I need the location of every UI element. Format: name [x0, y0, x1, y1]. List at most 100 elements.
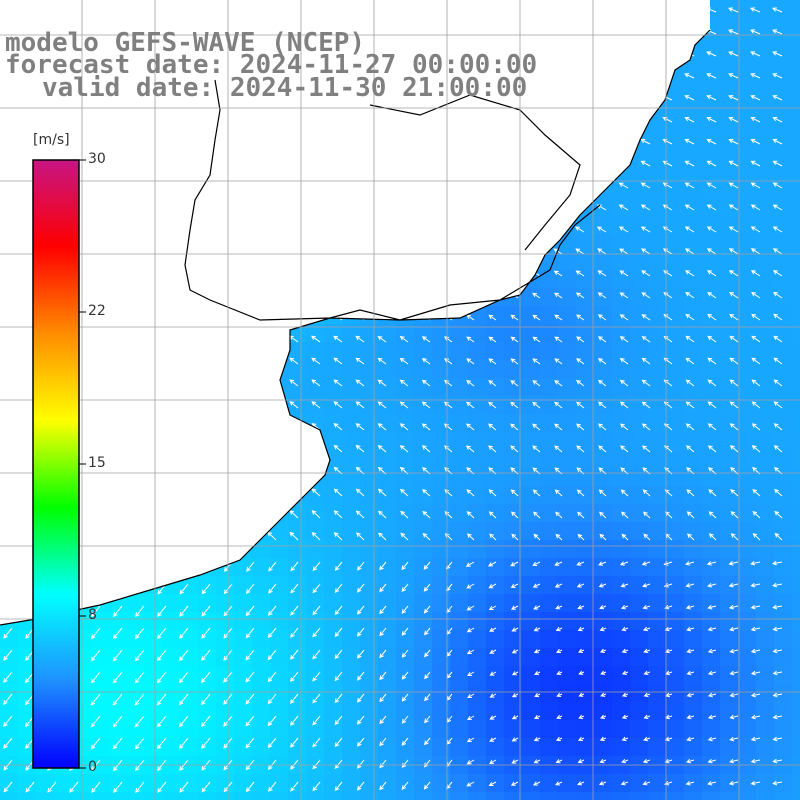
- field-cell: [666, 342, 685, 361]
- field-cell: [594, 558, 613, 577]
- field-cell: [756, 702, 775, 721]
- wind-arrow: [556, 714, 563, 719]
- wind-arrow: [707, 758, 717, 764]
- field-cell: [630, 288, 649, 307]
- wind-arrow: [707, 626, 717, 632]
- field-cell: [558, 396, 577, 415]
- wind-arrow: [730, 533, 739, 541]
- wind-arrow: [643, 670, 651, 676]
- field-cell: [306, 684, 325, 703]
- wind-arrow: [311, 488, 321, 497]
- field-cell: [738, 198, 757, 217]
- wind-arrow: [729, 379, 739, 387]
- wind-arrow: [728, 604, 739, 610]
- field-cell: [738, 666, 757, 685]
- wind-arrow: [377, 488, 387, 497]
- wind-arrow: [422, 489, 431, 497]
- wind-arrow: [772, 670, 783, 676]
- field-cell: [468, 396, 487, 415]
- field-cell: [558, 360, 577, 379]
- field-cell: [504, 414, 523, 433]
- field-cell: [756, 558, 775, 577]
- wind-arrow: [728, 95, 739, 101]
- field-cell: [144, 612, 163, 631]
- wind-arrow: [597, 248, 607, 255]
- field-cell: [540, 306, 559, 325]
- field-cell: [360, 720, 379, 739]
- wind-arrow: [641, 357, 651, 365]
- wind-arrow: [290, 583, 299, 594]
- field-cell: [324, 324, 343, 343]
- field-cell: [324, 648, 343, 667]
- field-cell: [486, 504, 505, 523]
- wind-arrow: [707, 335, 717, 343]
- wind-arrow: [643, 648, 651, 654]
- wind-arrow: [511, 627, 519, 632]
- field-cell: [702, 612, 721, 631]
- wind-arrow: [752, 532, 761, 541]
- field-cell: [468, 738, 487, 757]
- field-cell: [684, 450, 703, 469]
- field-cell: [486, 360, 505, 379]
- wind-arrow: [357, 561, 365, 571]
- wind-arrow: [772, 73, 783, 79]
- wind-arrow: [684, 117, 695, 123]
- field-cell: [324, 684, 343, 703]
- wind-arrow: [90, 693, 101, 706]
- field-cell: [648, 540, 667, 559]
- field-cell: [558, 432, 577, 451]
- field-cell: [576, 504, 595, 523]
- wind-arrow: [642, 489, 651, 497]
- wind-arrow: [466, 715, 475, 721]
- field-cell: [288, 792, 307, 800]
- field-cell: [774, 630, 793, 649]
- wind-arrow: [201, 737, 211, 749]
- field-cell: [792, 540, 800, 559]
- field-cell: [108, 648, 127, 667]
- field-cell: [108, 792, 127, 800]
- wind-arrow: [466, 533, 475, 541]
- field-cell: [540, 270, 559, 289]
- field-cell: [216, 684, 235, 703]
- field-cell: [774, 792, 793, 800]
- wind-arrow: [686, 511, 695, 519]
- field-cell: [612, 666, 631, 685]
- field-cell: [756, 306, 775, 325]
- field-cell: [792, 774, 800, 793]
- wind-arrow: [289, 401, 299, 409]
- wind-arrow: [467, 693, 475, 699]
- field-cell: [522, 630, 541, 649]
- wind-arrow: [772, 51, 783, 57]
- wind-arrow: [576, 358, 585, 365]
- wind-arrow: [684, 95, 695, 101]
- wind-arrow: [355, 532, 365, 541]
- field-cell: [396, 720, 415, 739]
- field-cell: [126, 792, 145, 800]
- field-cell: [558, 576, 577, 595]
- field-cell: [432, 684, 451, 703]
- wind-arrow: [773, 292, 783, 299]
- field-cell: [720, 90, 739, 109]
- field-cell: [576, 414, 595, 433]
- wind-arrow: [511, 737, 519, 742]
- wind-arrow: [401, 583, 409, 593]
- field-cell: [558, 252, 577, 271]
- field-cell: [630, 666, 649, 685]
- field-cell: [342, 360, 361, 379]
- field-cell: [36, 792, 55, 800]
- wind-arrow: [621, 511, 629, 519]
- field-cell: [504, 522, 523, 541]
- wind-arrow: [356, 605, 365, 615]
- field-cell: [792, 666, 800, 685]
- field-cell: [522, 396, 541, 415]
- field-cell: [666, 288, 685, 307]
- field-cell: [486, 378, 505, 397]
- field-cell: [288, 630, 307, 649]
- field-cell: [486, 666, 505, 685]
- colorbar-unit: [m/s]: [33, 132, 70, 148]
- wind-arrow: [289, 693, 299, 704]
- wind-arrow: [577, 736, 585, 742]
- wind-arrow: [443, 379, 453, 387]
- field-cell: [684, 576, 703, 595]
- field-cell: [378, 342, 397, 361]
